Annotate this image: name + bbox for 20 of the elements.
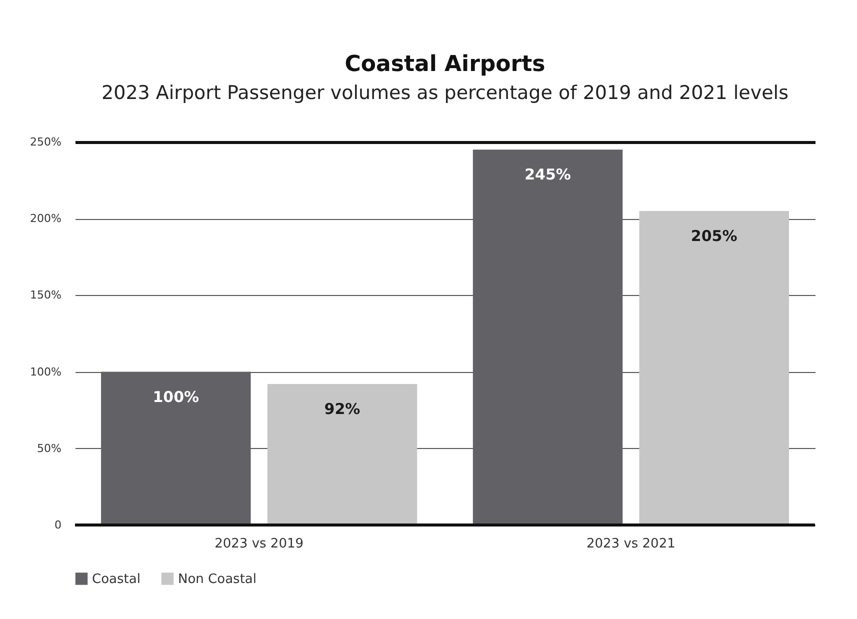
legend-label: Coastal bbox=[92, 572, 140, 587]
y-tick-label: 50% bbox=[37, 442, 62, 455]
x-tick-label: 2023 vs 2019 bbox=[214, 536, 304, 552]
chart-subtitle: 2023 Airport Passenger volumes as percentage of 2019 and 2021 levels bbox=[102, 82, 788, 104]
legend-label: Non Coastal bbox=[178, 572, 256, 587]
bar bbox=[101, 372, 251, 525]
data-label: 100% bbox=[152, 388, 200, 406]
y-tick-label: 150% bbox=[30, 288, 62, 302]
bar bbox=[639, 210, 789, 525]
x-tick-label: 2023 vs 2021 bbox=[586, 536, 676, 552]
chart-title: Coastal Airports bbox=[344, 52, 546, 77]
data-label: 92% bbox=[324, 400, 360, 418]
y-tick-label: 200% bbox=[30, 212, 62, 226]
y-tick-label: 0 bbox=[54, 518, 62, 532]
y-tick-label: 250% bbox=[30, 136, 62, 148]
y-tick-label: 100% bbox=[30, 365, 62, 378]
data-label: 245% bbox=[524, 166, 571, 184]
data-label: 205% bbox=[690, 226, 738, 245]
bar bbox=[267, 384, 418, 525]
bar bbox=[472, 150, 623, 525]
